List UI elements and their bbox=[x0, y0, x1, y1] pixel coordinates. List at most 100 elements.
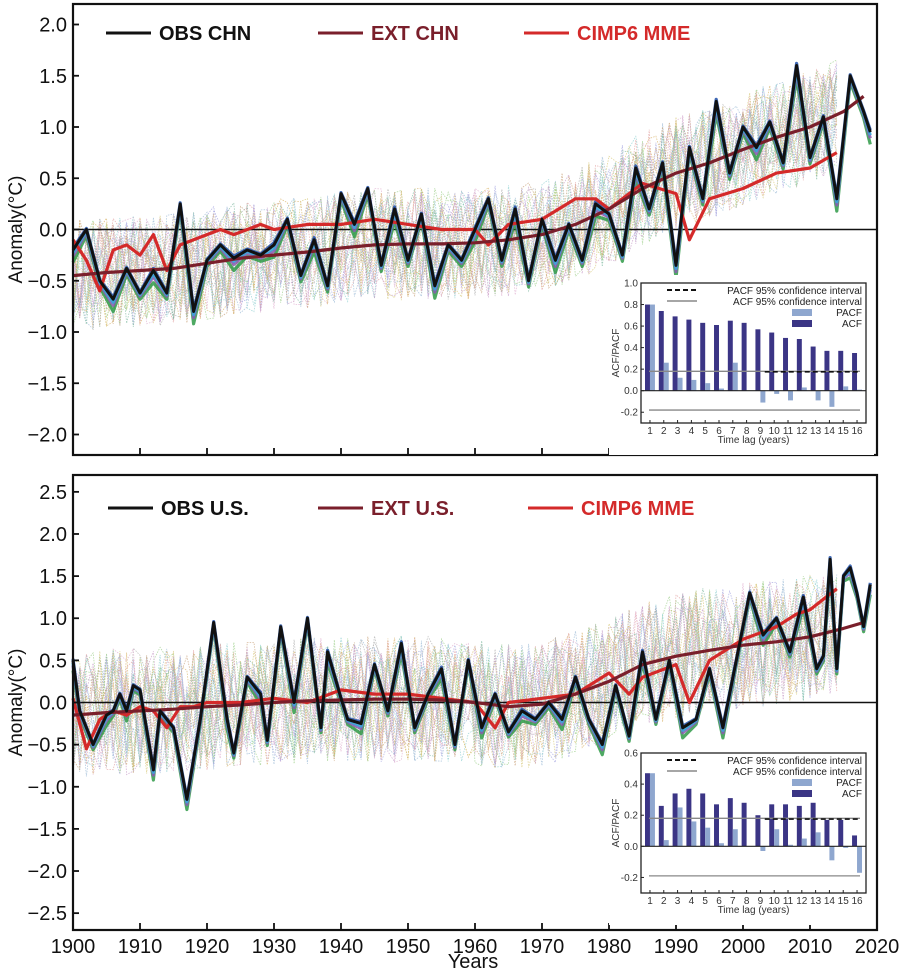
inset-x-tick-label: 6 bbox=[716, 426, 722, 437]
ensemble-member-line bbox=[72, 583, 838, 775]
x-tick-label: 2010 bbox=[788, 936, 833, 958]
acf-bar bbox=[727, 798, 733, 847]
pacf-bar bbox=[705, 383, 711, 391]
y-tick-label: 1.5 bbox=[39, 566, 67, 588]
pacf-bar bbox=[857, 846, 862, 873]
inset-x-tick-label: 13 bbox=[810, 426, 822, 437]
inset-legend-swatch bbox=[792, 790, 812, 797]
x-axis: 1900 1910 1920 1930 1940 1950 1960 1970 1980 1990… bbox=[51, 923, 900, 958]
inset-legend-swatch bbox=[792, 320, 812, 327]
inset-x-tick-label: 14 bbox=[824, 896, 836, 907]
y-tick-label: −1.0 bbox=[28, 322, 67, 344]
inset-x-tick-label: 8 bbox=[744, 896, 750, 907]
inset-x-tick-label: 6 bbox=[716, 896, 722, 907]
y-axis-label: Anomaly(°C) bbox=[6, 649, 27, 757]
pacf-bar bbox=[732, 829, 738, 847]
inset-x-tick-label: 7 bbox=[730, 896, 736, 907]
y-tick-label: 0.0 bbox=[39, 220, 67, 242]
acf-bar bbox=[810, 346, 816, 391]
ext-line bbox=[72, 620, 865, 717]
ensemble-member-line bbox=[72, 580, 838, 771]
inset-x-tick-label: 9 bbox=[758, 426, 764, 437]
y-tick-label: −2.5 bbox=[28, 903, 67, 925]
ensemble-member-line bbox=[72, 76, 838, 315]
y-tick-label: −0.5 bbox=[28, 735, 67, 757]
inset-x-tick-label: 1 bbox=[647, 426, 653, 437]
inset-x-tick-label: 13 bbox=[810, 896, 822, 907]
mme-line bbox=[71, 151, 838, 293]
inset-legend-label: ACF bbox=[842, 789, 862, 800]
acf-bar bbox=[741, 802, 747, 847]
acf-bar bbox=[714, 804, 719, 847]
acf-bar bbox=[796, 339, 802, 391]
inset-y-tick-label: 0.6 bbox=[624, 749, 638, 760]
ensemble-member-line bbox=[72, 78, 838, 322]
acf-bar bbox=[769, 332, 775, 391]
legend: OBS U.S. EXT U.S. CIMP6 MME bbox=[108, 498, 694, 520]
acf-bar bbox=[686, 319, 692, 391]
y-tick-label: −0.5 bbox=[28, 271, 67, 293]
acf-bar bbox=[714, 325, 719, 391]
acf-bar bbox=[769, 804, 775, 847]
ensemble-member-line bbox=[72, 594, 838, 774]
inset-x-tick-label: 2 bbox=[661, 896, 667, 907]
inset-x-tick-label: 4 bbox=[689, 896, 695, 907]
legend-label: OBS U.S. bbox=[161, 498, 249, 520]
mme-line bbox=[71, 587, 838, 751]
x-tick-label: 2020 bbox=[855, 936, 900, 958]
acf-pacf-inset: -0.20.00.20.40.61 2 3 4 5 6 7 8 9 10 11 12 13 14 15 16T… bbox=[609, 745, 874, 925]
y-tick-label: 0.5 bbox=[39, 650, 67, 672]
x-tick-label: 1980 bbox=[587, 936, 632, 958]
obs-line bbox=[71, 557, 872, 801]
ensemble-member-line bbox=[72, 581, 838, 773]
panel-china: −2.0 −1.5 −1.0 −0.5 0.0 0.5 1.0 1.5 2.0 Anomaly(… bbox=[6, 2, 879, 457]
pacf-bar bbox=[788, 844, 793, 847]
inset-x-tick-label: 11 bbox=[783, 426, 794, 437]
inset-y-tick-label: 0.2 bbox=[624, 365, 638, 376]
inset-y-tick-label: 0.4 bbox=[624, 343, 638, 354]
legend-label: EXT CHN bbox=[371, 23, 459, 45]
acf-bar bbox=[672, 316, 678, 391]
inset-x-tick-label: 3 bbox=[675, 426, 681, 437]
ensemble-member-line bbox=[72, 81, 837, 323]
acf-bar bbox=[686, 788, 692, 847]
inset-legend-label: PACF 95% confidence interval bbox=[727, 286, 862, 297]
y-tick-label: 0.0 bbox=[39, 693, 67, 715]
inset-y-axis-label: ACF/PACF bbox=[611, 799, 622, 848]
pacf-bar bbox=[677, 807, 683, 847]
inset-legend-label: ACF 95% confidence interval bbox=[733, 297, 862, 308]
pacf-bar bbox=[815, 390, 821, 401]
inset-y-tick-label: 0.8 bbox=[624, 300, 638, 311]
y-tick-label: −1.0 bbox=[28, 777, 67, 799]
y-tick-label: −1.5 bbox=[28, 819, 67, 841]
x-tick-label: 1920 bbox=[185, 936, 230, 958]
inset-x-tick-label: 5 bbox=[702, 896, 708, 907]
acf-bar bbox=[727, 320, 733, 391]
inset-x-tick-label: 11 bbox=[783, 896, 794, 907]
pacf-bar bbox=[801, 838, 807, 847]
inset-x-tick-label: 16 bbox=[851, 426, 863, 437]
acf-bar bbox=[783, 804, 789, 847]
y-tick-label: 2.0 bbox=[39, 524, 67, 546]
inset-x-tick-label: 15 bbox=[838, 896, 850, 907]
pacf-bar bbox=[663, 362, 669, 391]
x-tick-label: 1930 bbox=[252, 936, 297, 958]
inset-x-tick-label: 5 bbox=[702, 426, 708, 437]
series-group bbox=[71, 61, 872, 326]
y-tick-label: 1.0 bbox=[39, 608, 67, 630]
pacf-bar bbox=[829, 390, 835, 407]
y-tick-label: −2.0 bbox=[28, 425, 67, 447]
pacf-bar bbox=[718, 843, 724, 847]
inset-x-tick-label: 12 bbox=[796, 896, 808, 907]
inset-y-tick-label: 0.2 bbox=[624, 811, 638, 822]
inset-legend-label: PACF bbox=[836, 308, 862, 319]
pacf-bar bbox=[649, 773, 655, 847]
series-group bbox=[71, 555, 872, 812]
y-axis: −2.5 −2.0 −1.5 −1.0 −0.5 0.0 0.5 1.0 1.5 2.0 2.5 bbox=[28, 482, 79, 925]
ensemble-member-line bbox=[72, 580, 838, 774]
acf-bar bbox=[700, 793, 706, 847]
inset-frame bbox=[640, 282, 867, 424]
inset-legend-swatch bbox=[792, 309, 812, 316]
y-tick-label: 2.5 bbox=[39, 482, 67, 504]
